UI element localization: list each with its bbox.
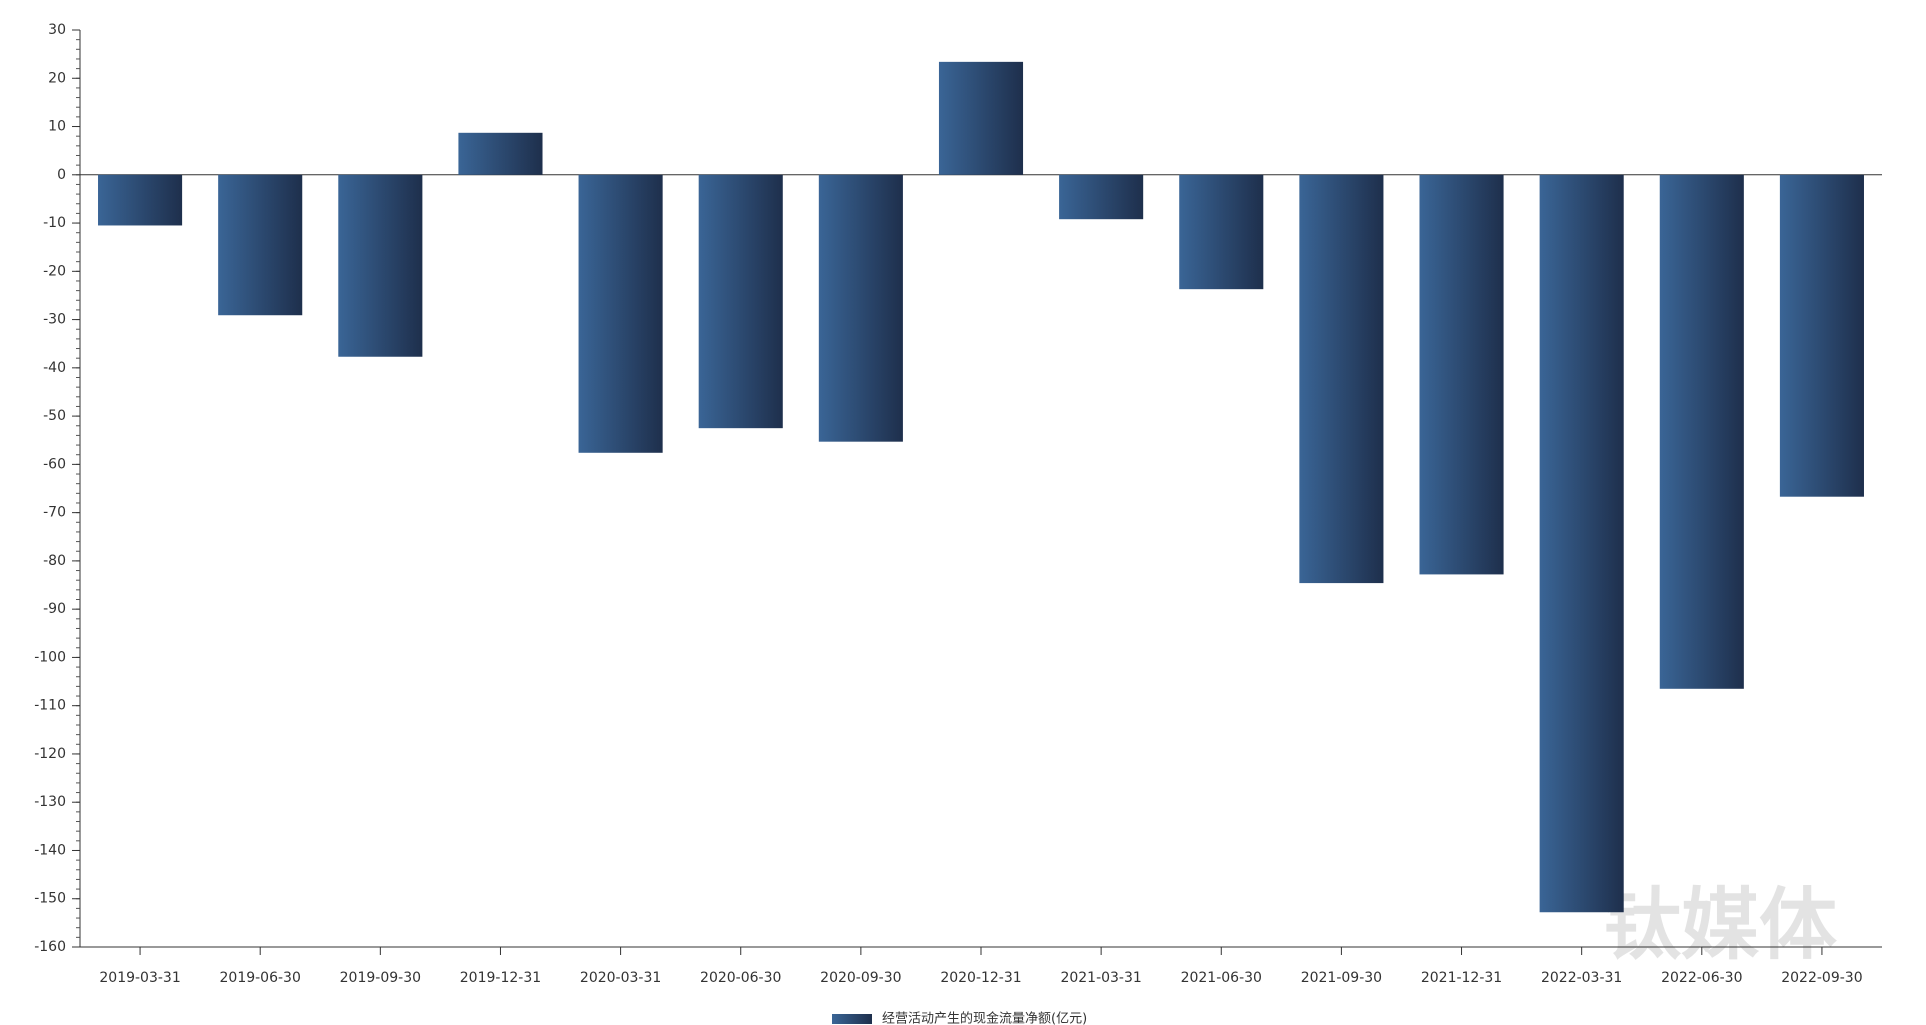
legend-label: 经营活动产生的现金流量净额(亿元) [882, 1011, 1087, 1025]
x-tick-label: 2022-06-30 [1661, 970, 1742, 986]
x-tick-label: 2022-03-31 [1541, 970, 1622, 986]
y-tick-label: -140 [34, 842, 66, 858]
y-tick-label: -90 [43, 601, 66, 617]
x-tick-label: 2020-03-31 [580, 970, 661, 986]
bar [1059, 174, 1144, 220]
y-tick-label: -10 [43, 215, 66, 231]
x-tick-label: 2019-03-31 [99, 970, 180, 986]
y-tick-label: -40 [43, 360, 66, 376]
y-tick-label: -150 [34, 891, 66, 907]
y-tick-label: -130 [34, 794, 66, 810]
y-tick-label: 10 [48, 119, 66, 135]
bar [698, 174, 783, 429]
watermark: 钛媒体 [1603, 880, 1837, 970]
bar [1419, 174, 1504, 575]
y-tick-label: -70 [43, 505, 66, 521]
x-tick-label: 2020-06-30 [700, 970, 781, 986]
y-tick-label: -20 [43, 263, 66, 279]
y-tick-label: 20 [48, 70, 66, 86]
x-tick-label: 2021-06-30 [1181, 970, 1262, 986]
y-tick-label: -50 [43, 408, 66, 424]
y-tick-label: -160 [34, 939, 66, 955]
y-tick-label: -60 [43, 456, 66, 472]
bar [338, 174, 423, 357]
x-tick-label: 2021-09-30 [1301, 970, 1382, 986]
bar [1179, 174, 1264, 290]
bar [218, 174, 303, 316]
x-tick-label: 2022-09-30 [1781, 970, 1862, 986]
y-tick-label: -110 [34, 698, 66, 714]
bar [1659, 174, 1744, 689]
bar [938, 61, 1024, 175]
bar [818, 174, 903, 442]
y-tick-label: 30 [48, 22, 66, 38]
bar [1299, 174, 1384, 584]
y-tick-label: -30 [43, 312, 66, 328]
x-tick-label: 2020-09-30 [820, 970, 901, 986]
x-tick-label: 2020-12-31 [940, 970, 1021, 986]
bar [98, 174, 183, 226]
y-tick-label: -120 [34, 746, 66, 762]
x-tick-label: 2019-12-31 [460, 970, 541, 986]
bar [1539, 174, 1624, 913]
y-tick-label: -80 [43, 553, 66, 569]
bar [578, 174, 663, 453]
y-tick-label: 0 [57, 167, 66, 183]
bar [458, 132, 543, 175]
x-tick-label: 2021-12-31 [1421, 970, 1502, 986]
x-tick-label: 2019-09-30 [340, 970, 421, 986]
x-tick-label: 2019-06-30 [220, 970, 301, 986]
x-tick-label: 2021-03-31 [1060, 970, 1141, 986]
y-tick-label: -100 [34, 649, 66, 665]
legend-swatch [832, 1014, 872, 1024]
bar [1779, 174, 1864, 497]
